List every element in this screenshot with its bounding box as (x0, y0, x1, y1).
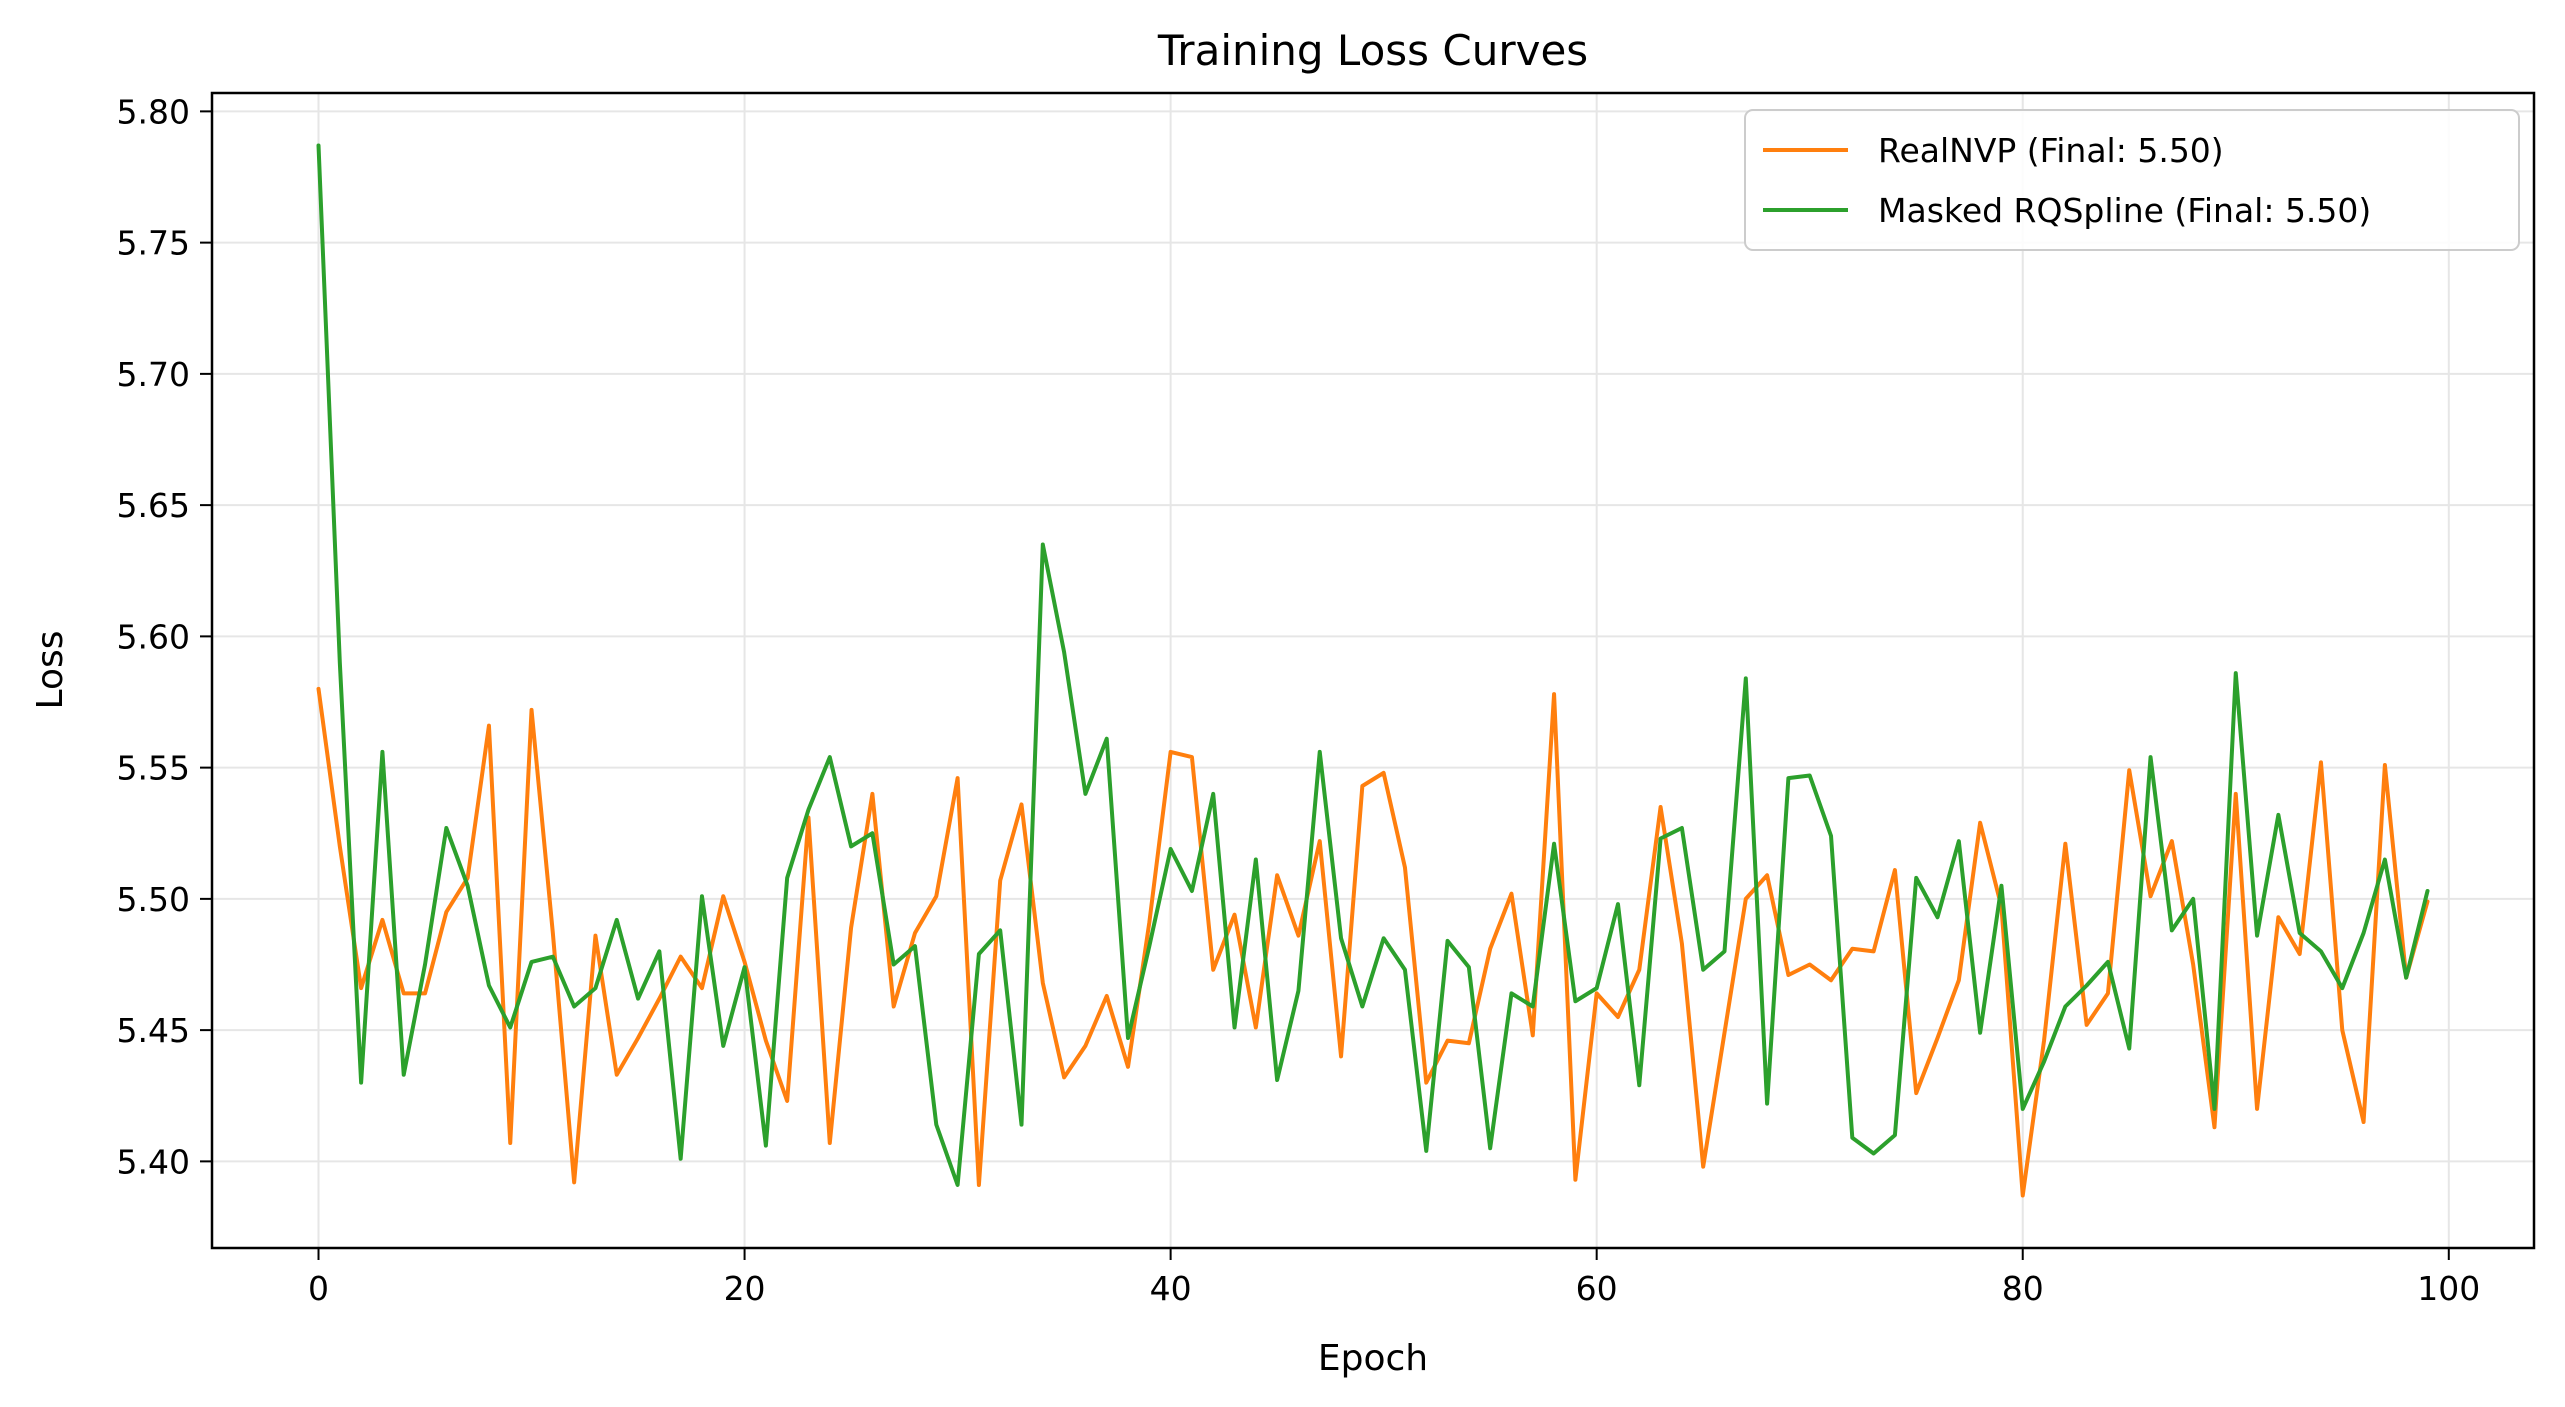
y-tick-label: 5.60 (117, 617, 190, 656)
x-tick-label: 20 (724, 1269, 766, 1308)
y-tick-label: 5.80 (117, 92, 190, 131)
y-tick-label: 5.40 (117, 1142, 190, 1181)
legend-label-rqspline: Masked RQSpline (Final: 5.50) (1878, 191, 2371, 230)
x-tick-label: 40 (1150, 1269, 1192, 1308)
y-tick-label: 5.65 (117, 486, 190, 525)
plot-frame (210, 91, 2536, 1250)
legend-label-realnvp: RealNVP (Final: 5.50) (1878, 131, 2224, 170)
series-line-rqspline (316, 143, 2430, 1187)
x-tick-label: 60 (1576, 1269, 1618, 1308)
x-tick-label: 0 (308, 1269, 329, 1308)
x-tick-label: 80 (2002, 1269, 2044, 1308)
chart-title: Training Loss Curves (1157, 26, 1588, 75)
x-tick-label: 100 (2417, 1269, 2480, 1308)
y-tick-label: 5.45 (117, 1011, 190, 1050)
y-axis-label: Loss (30, 631, 71, 710)
series-layer (316, 143, 2430, 1198)
y-tick-label: 5.70 (117, 355, 190, 394)
y-tick-label: 5.55 (117, 749, 190, 788)
legend-box (1744, 109, 2520, 251)
ticks: 0 20 40 60 80 100 5.40 5.45 5.50 5.55 5.60 5.65 5.70… (117, 92, 2481, 1308)
y-tick-label: 5.75 (117, 224, 190, 263)
legend: RealNVP (Final: 5.50) Masked RQSpline (F… (1744, 109, 2520, 251)
grid (212, 93, 2534, 1248)
x-axis-label: Epoch (1318, 1338, 1428, 1379)
y-tick-label: 5.50 (117, 880, 190, 919)
series-line-realnvp (316, 686, 2430, 1198)
